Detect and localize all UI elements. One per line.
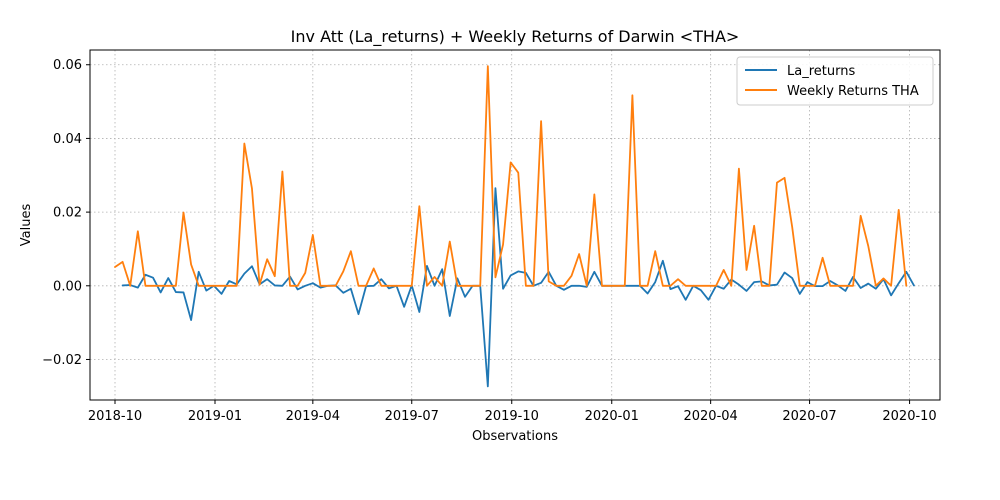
legend: La_returns Weekly Returns THA <box>736 56 934 106</box>
y-tick-label: 0.04 <box>53 132 82 147</box>
y-tick-label: 0.00 <box>53 279 82 294</box>
x-tick-label: 2020-07 <box>782 409 836 424</box>
chart-title: Inv Att (La_returns) + Weekly Returns of… <box>291 27 740 47</box>
x-axis-label: Observations <box>472 429 558 444</box>
y-tick-label: 0.02 <box>53 206 82 221</box>
series-lines <box>114 65 915 388</box>
x-axis-ticks: 2018-10 2019-01 2019-04 2019-07 2019-10 2020-… <box>88 400 937 424</box>
series-line-weekly-returns-tha <box>114 65 908 287</box>
y-axis-label: Values <box>19 204 34 247</box>
series-line-la-returns <box>121 187 915 388</box>
axes-frame <box>89 49 941 401</box>
plot-area <box>114 65 915 388</box>
legend-label-weekly-returns-tha: Weekly Returns THA <box>787 84 919 99</box>
x-tick-label: 2019-01 <box>188 409 242 424</box>
legend-box <box>736 56 934 106</box>
x-tick-label: 2020-01 <box>585 409 639 424</box>
y-tick-label: −0.02 <box>42 353 82 368</box>
y-axis-ticks: −0.02 0.00 0.02 0.04 0.06 <box>42 58 90 368</box>
x-tick-label: 2018-10 <box>88 409 142 424</box>
y-tick-label: 0.06 <box>53 58 82 73</box>
x-tick-label: 2019-10 <box>485 409 539 424</box>
x-tick-label: 2019-04 <box>286 409 340 424</box>
x-tick-label: 2019-07 <box>385 409 439 424</box>
x-tick-label: 2020-10 <box>882 409 936 424</box>
legend-label-la-returns: La_returns <box>787 64 855 79</box>
x-tick-label: 2020-04 <box>683 409 737 424</box>
